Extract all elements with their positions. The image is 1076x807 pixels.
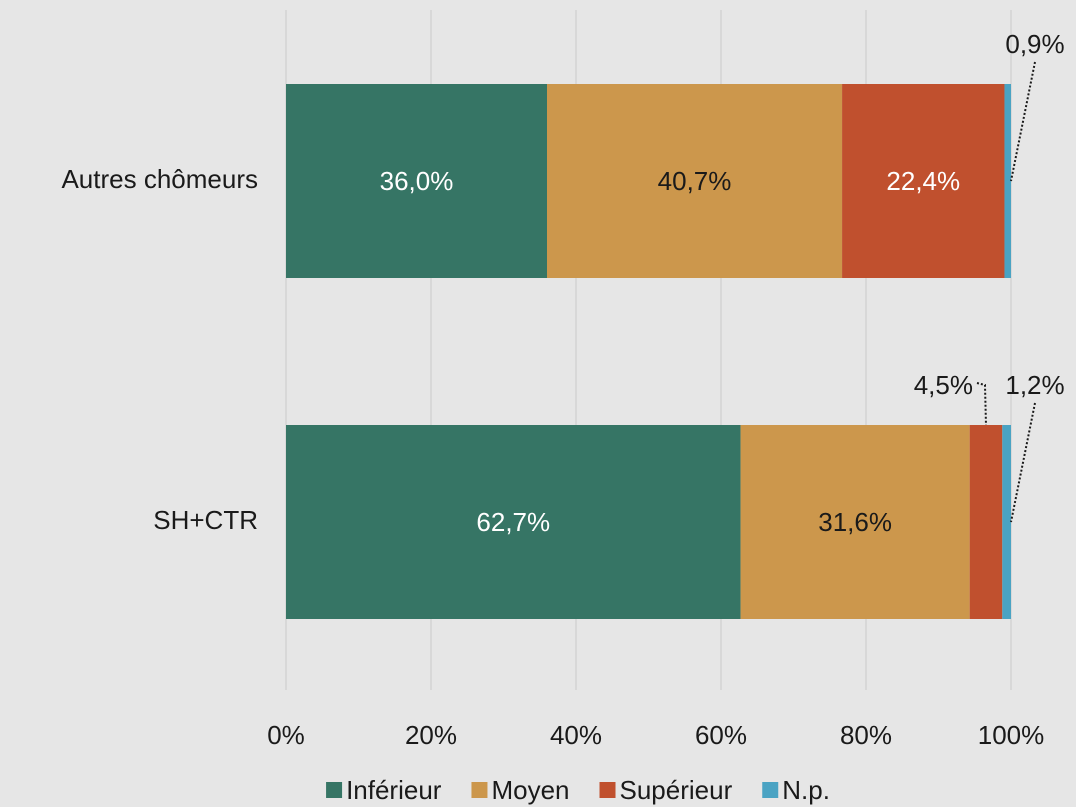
bar-segment (740, 425, 970, 619)
leader-line (1010, 402, 1036, 523)
x-tick-label: 0% (267, 720, 305, 750)
legend-swatch (599, 782, 616, 798)
y-tick-label: SH+CTR (153, 505, 258, 535)
data-label: 22,4% (886, 166, 960, 196)
bar-segment (1004, 84, 1011, 278)
legend-swatch (326, 782, 343, 798)
x-tick-label: 80% (840, 720, 892, 750)
legend-swatch (762, 782, 779, 798)
data-label: 31,6% (818, 507, 892, 537)
x-tick-label: 40% (550, 720, 602, 750)
data-label: 36,0% (380, 166, 454, 196)
leader-line (1010, 61, 1036, 182)
legend-label: Supérieur (620, 775, 733, 805)
data-label: 0,9% (1005, 29, 1064, 59)
bar-segment (969, 425, 1003, 619)
bar-segment (842, 84, 1005, 278)
legend-swatch (471, 782, 488, 798)
legend-label: N.p. (782, 775, 830, 805)
legend-label: Inférieur (346, 775, 442, 805)
data-label: 40,7% (658, 166, 732, 196)
bar-segment (286, 84, 547, 278)
leader-line (976, 382, 987, 426)
data-label: 62,7% (476, 507, 550, 537)
x-tick-label: 60% (695, 720, 747, 750)
x-tick-label: 20% (405, 720, 457, 750)
y-tick-label: Autres chômeurs (61, 164, 258, 194)
legend-label: Moyen (491, 775, 569, 805)
bar-segment (547, 84, 843, 278)
bar-segment (1002, 425, 1011, 619)
data-label: 1,2% (1005, 370, 1064, 400)
bar-segment (286, 425, 741, 619)
data-label: 4,5% (914, 370, 973, 400)
x-tick-label: 100% (978, 720, 1045, 750)
